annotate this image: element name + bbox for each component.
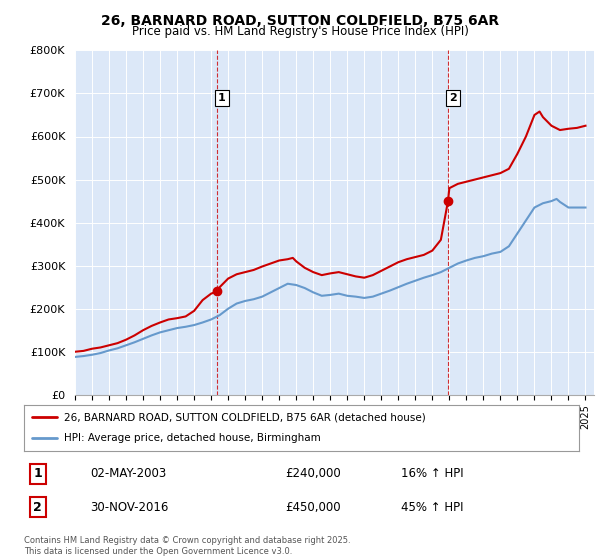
Text: £450,000: £450,000: [285, 501, 340, 514]
Text: 45% ↑ HPI: 45% ↑ HPI: [401, 501, 464, 514]
Text: 2: 2: [449, 93, 457, 102]
Text: Contains HM Land Registry data © Crown copyright and database right 2025.
This d: Contains HM Land Registry data © Crown c…: [24, 536, 350, 556]
Text: £240,000: £240,000: [285, 467, 341, 480]
Text: Price paid vs. HM Land Registry's House Price Index (HPI): Price paid vs. HM Land Registry's House …: [131, 25, 469, 38]
Text: 02-MAY-2003: 02-MAY-2003: [91, 467, 167, 480]
Text: 1: 1: [34, 467, 42, 480]
Text: HPI: Average price, detached house, Birmingham: HPI: Average price, detached house, Birm…: [64, 433, 321, 444]
Text: 26, BARNARD ROAD, SUTTON COLDFIELD, B75 6AR: 26, BARNARD ROAD, SUTTON COLDFIELD, B75 …: [101, 14, 499, 28]
Text: 2: 2: [34, 501, 42, 514]
Text: 1: 1: [218, 93, 226, 102]
Text: 16% ↑ HPI: 16% ↑ HPI: [401, 467, 464, 480]
Text: 26, BARNARD ROAD, SUTTON COLDFIELD, B75 6AR (detached house): 26, BARNARD ROAD, SUTTON COLDFIELD, B75 …: [64, 412, 426, 422]
Text: 30-NOV-2016: 30-NOV-2016: [91, 501, 169, 514]
